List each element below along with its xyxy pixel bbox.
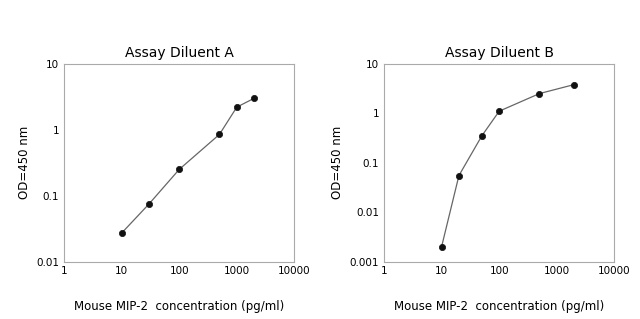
Y-axis label: OD=450 nm: OD=450 nm bbox=[331, 126, 344, 199]
Text: Mouse MIP-2  concentration (pg/ml): Mouse MIP-2 concentration (pg/ml) bbox=[74, 300, 284, 313]
Title: Assay Diluent B: Assay Diluent B bbox=[445, 46, 554, 60]
Y-axis label: OD=450 nm: OD=450 nm bbox=[17, 126, 31, 199]
Title: Assay Diluent A: Assay Diluent A bbox=[125, 46, 234, 60]
Text: Mouse MIP-2  concentration (pg/ml): Mouse MIP-2 concentration (pg/ml) bbox=[394, 300, 604, 313]
